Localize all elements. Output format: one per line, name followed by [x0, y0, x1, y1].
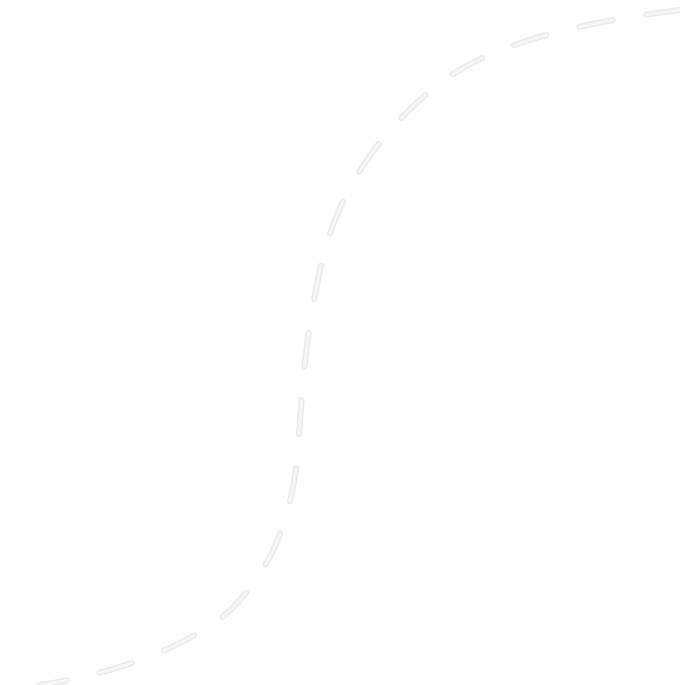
dashed-curve: [38, 8, 680, 685]
dashed-curve-shadow: [37, 7, 680, 685]
